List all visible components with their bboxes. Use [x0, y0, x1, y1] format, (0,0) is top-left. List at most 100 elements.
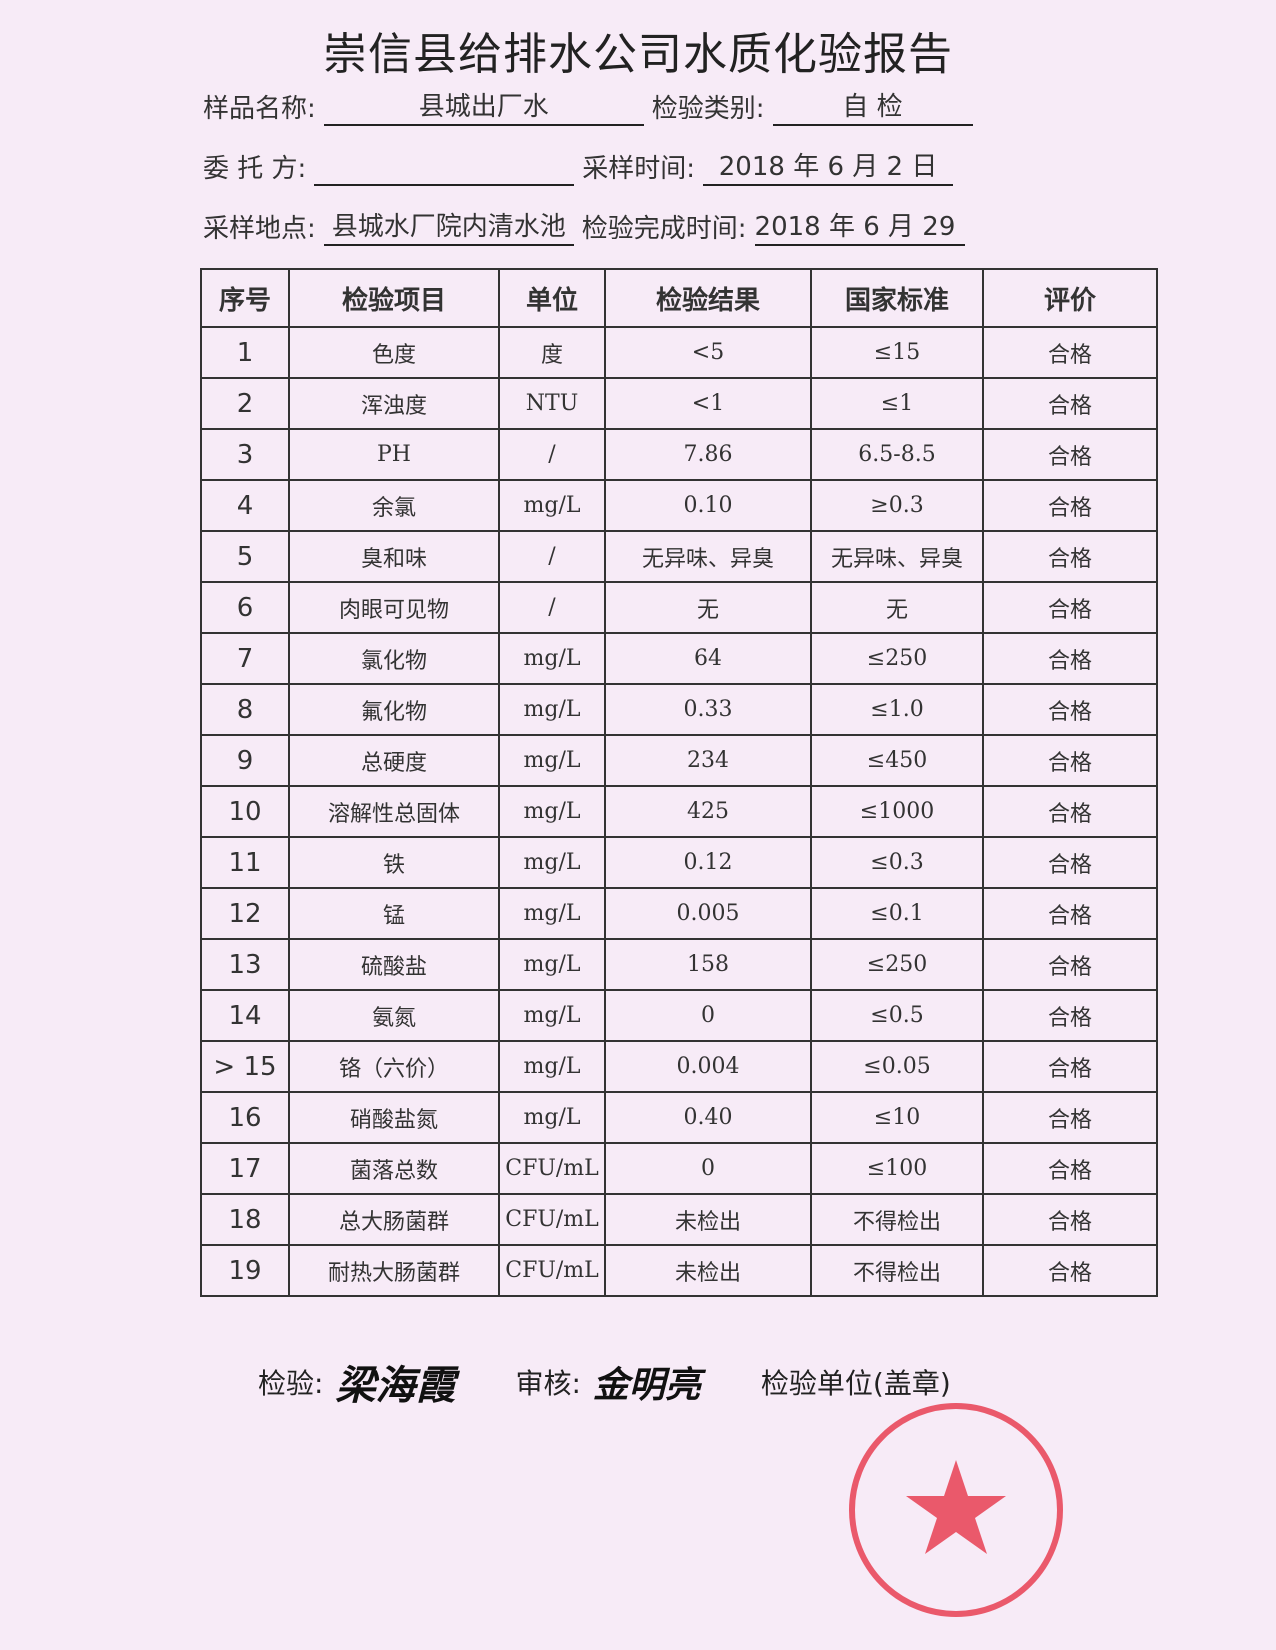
cell-standard: ≤450 — [810, 734, 984, 787]
sampling-site-value: 县城水厂院内清水池 — [323, 210, 574, 246]
sample-name-label: 样品名称: — [203, 94, 316, 124]
reviewer-signature: 金明亮 — [592, 1364, 701, 1406]
completion-time-value: 2018 年 6 月 29 日 — [754, 210, 965, 246]
cell-standard: 不得检出 — [810, 1244, 984, 1297]
cell-standard: 6.5-8.5 — [810, 428, 984, 481]
cell-item: 耐热大肠菌群 — [288, 1244, 500, 1297]
cell-evaluation: 合格 — [982, 581, 1158, 634]
table-row: 2 浑浊度 NTU <1 ≤1 合格 — [200, 377, 1158, 430]
cell-standard: ≤100 — [810, 1142, 984, 1195]
cell-evaluation: 合格 — [982, 632, 1158, 685]
cell-result: 无 — [604, 581, 812, 634]
cell-unit: / — [498, 530, 606, 583]
cell-seq: 11 — [200, 836, 290, 889]
cell-evaluation: 合格 — [982, 326, 1158, 379]
inspector-signature: 梁海霞 — [335, 1362, 456, 1409]
info-row-2: 委 托 方: 采样时间: 2018 年 6 月 2 日 — [203, 146, 1033, 186]
cell-unit: 度 — [498, 326, 606, 379]
cell-evaluation: 合格 — [982, 1091, 1158, 1144]
cell-seq: 18 — [200, 1193, 290, 1246]
cell-result: <1 — [604, 377, 812, 430]
unit-seal-label: 检验单位(盖章) — [760, 1367, 951, 1400]
table-row: 6 肉眼可见物 / 无无合格 — [200, 581, 1158, 634]
cell-standard: ≤1.0 — [810, 683, 984, 736]
client-value — [314, 150, 575, 186]
cell-unit: mg/L — [498, 989, 606, 1042]
cell-evaluation: 合格 — [982, 989, 1158, 1042]
cell-unit: mg/L — [498, 785, 606, 838]
cell-seq: 12 — [200, 887, 290, 940]
cell-evaluation: 合格 — [982, 479, 1158, 532]
inspector-label: 检验: — [258, 1367, 324, 1400]
cell-result: 未检出 — [604, 1244, 812, 1297]
cell-evaluation: 合格 — [982, 938, 1158, 991]
cell-item: 锰 — [288, 887, 500, 940]
sample-name-value: 县城出厂水 — [323, 90, 644, 126]
cell-standard: ≤250 — [810, 632, 984, 685]
cell-evaluation: 合格 — [982, 1193, 1158, 1246]
cell-seq: 4 — [200, 479, 290, 532]
cell-standard: ≤0.3 — [810, 836, 984, 889]
cell-unit: mg/L — [498, 1040, 606, 1093]
cell-seq: 7 — [200, 632, 290, 685]
sampling-time-value: 2018 年 6 月 2 日 — [703, 150, 954, 186]
cell-standard: ≤1 — [810, 377, 984, 430]
cell-unit: NTU — [498, 377, 606, 430]
cell-result: 0.10 — [604, 479, 812, 532]
test-type-label: 检验类别: — [651, 94, 765, 124]
cell-evaluation: 合格 — [982, 530, 1158, 583]
cell-evaluation: 合格 — [982, 428, 1158, 481]
cell-unit: CFU/mL — [498, 1244, 606, 1297]
cell-unit: mg/L — [498, 887, 606, 940]
cell-item: 铁 — [288, 836, 500, 889]
table-header-row: 序号 检验项目 单位 检验结果 国家标准 评价 — [200, 268, 1158, 328]
cell-seq: 3 — [200, 428, 290, 481]
table-row: > 15 铬（六价） mg/L 0.004 ≤0.05 合格 — [200, 1040, 1158, 1093]
cell-standard: 无 — [810, 581, 984, 634]
cell-standard: ≥0.3 — [810, 479, 984, 532]
cell-standard: 无异味、异臭 — [810, 530, 984, 583]
cell-seq: 2 — [200, 377, 290, 430]
cell-standard: ≤15 — [810, 326, 984, 379]
table-row: 18 总大肠菌群 CFU/mL 未检出 不得检出 合格 — [200, 1193, 1158, 1246]
cell-unit: mg/L — [498, 938, 606, 991]
header-standard: 国家标准 — [810, 268, 984, 328]
cell-result: 0 — [604, 989, 812, 1042]
table-row: 14 氨氮 mg/L 0 ≤0.5 合格 — [200, 989, 1158, 1042]
table-row: 16 硝酸盐氮 mg/L 0.40 ≤10 合格 — [200, 1091, 1158, 1144]
cell-seq: 14 — [200, 989, 290, 1042]
cell-evaluation: 合格 — [982, 836, 1158, 889]
cell-seq: 13 — [200, 938, 290, 991]
reviewer-label: 审核: — [515, 1367, 581, 1400]
cell-result: 0.40 — [604, 1091, 812, 1144]
header-item: 检验项目 — [288, 268, 500, 328]
table-row: 12 锰 mg/L 0.005 ≤0.1 合格 — [200, 887, 1158, 940]
cell-result: 0.12 — [604, 836, 812, 889]
cell-item: 总大肠菌群 — [288, 1193, 500, 1246]
cell-item: 铬（六价） — [288, 1040, 500, 1093]
cell-result: <5 — [604, 326, 812, 379]
header-seq: 序号 — [200, 268, 290, 328]
cell-standard: ≤1000 — [810, 785, 984, 838]
cell-item: 氨氮 — [288, 989, 500, 1042]
table-row: 8 氟化物 mg/L 0.33 ≤1.0 合格 — [200, 683, 1158, 736]
cell-result: 158 — [604, 938, 812, 991]
cell-unit: mg/L — [498, 479, 606, 532]
header-result: 检验结果 — [604, 268, 812, 328]
water-quality-table: 序号 检验项目 单位 检验结果 国家标准 评价 1 色度度 <5 ≤15 合格 2 浑浊度 N… — [200, 268, 1158, 1297]
cell-item: 溶解性总固体 — [288, 785, 500, 838]
client-label: 委 托 方: — [203, 154, 307, 184]
cell-item: 臭和味 — [288, 530, 500, 583]
cell-item: 氟化物 — [288, 683, 500, 736]
cell-unit: CFU/mL — [498, 1142, 606, 1195]
cell-unit: CFU/mL — [498, 1193, 606, 1246]
cell-standard: ≤0.5 — [810, 989, 984, 1042]
cell-standard: ≤10 — [810, 1091, 984, 1144]
info-row-3: 采样地点: 县城水厂院内清水池 检验完成时间: 2018 年 6 月 29 日 — [203, 206, 1033, 246]
table-row: 11 铁 mg/L 0.12 ≤0.3 合格 — [200, 836, 1158, 889]
cell-item: 总硬度 — [288, 734, 500, 787]
cell-result: 0.005 — [604, 887, 812, 940]
sampling-site-label: 采样地点: — [203, 214, 316, 244]
cell-unit: / — [498, 581, 606, 634]
cell-seq: 6 — [200, 581, 290, 634]
